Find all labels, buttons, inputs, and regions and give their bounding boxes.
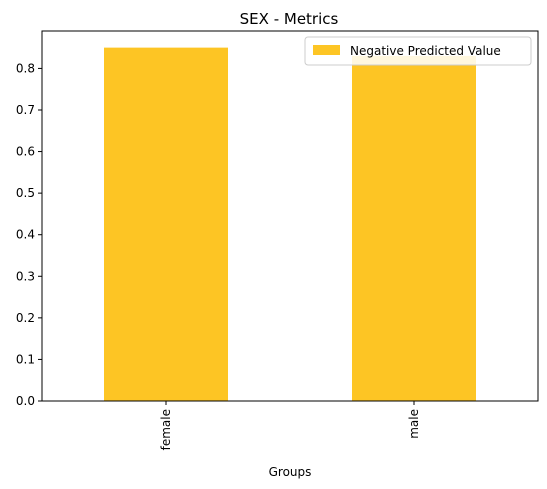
- y-tick-label: 0.4: [16, 228, 35, 242]
- y-tick-label: 0.5: [16, 186, 35, 200]
- y-tick-label: 0.1: [16, 352, 35, 366]
- legend-box: [304, 36, 532, 66]
- legend-label: Negative Predicted Value: [350, 44, 501, 58]
- y-tick-label: 0.8: [16, 61, 35, 75]
- y-tick-label: 0.0: [16, 394, 35, 408]
- chart-title: SEX - Metrics: [240, 10, 339, 28]
- y-tick-label: 0.3: [16, 269, 35, 283]
- legend-swatch: [313, 45, 340, 55]
- bar-male: [352, 55, 476, 402]
- bar-female: [104, 47, 228, 402]
- y-tick-label: 0.2: [16, 311, 35, 325]
- plot-area: 0.0 0.1 0.2 0.3 0.4 0.5 0.6 0.7 0.8 female male: [16, 30, 539, 450]
- legend: Negative Predicted Value: [304, 36, 532, 66]
- x-tick-label: male: [407, 409, 421, 439]
- plot-frame: [41, 30, 539, 402]
- y-tick-label: 0.7: [16, 103, 35, 117]
- x-tick-label: female: [159, 409, 173, 450]
- x-axis-label: Groups: [269, 465, 312, 479]
- y-tick-label: 0.6: [16, 145, 35, 159]
